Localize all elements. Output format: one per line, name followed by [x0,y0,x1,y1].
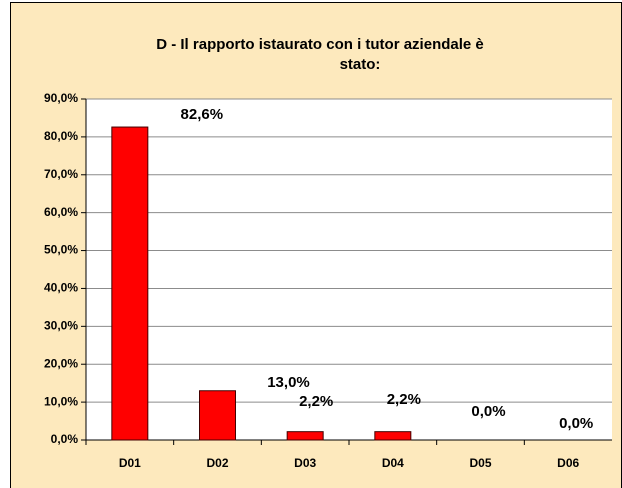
bar [286,431,324,441]
y-tick-label: 10,0% [44,394,78,408]
data-label: 0,0% [471,403,505,420]
x-tick-label: D05 [469,456,491,470]
chart-title: D - Il rapporto istaurato con i tutor az… [156,36,484,73]
x-tick-label: D04 [382,456,404,470]
bar [374,431,412,441]
y-tick-label: 60,0% [44,205,78,219]
x-tick-label: D01 [119,456,141,470]
y-tick-label: 30,0% [44,319,78,333]
bar [111,126,149,441]
y-tick-label: 40,0% [44,281,78,295]
y-tick-label: 80,0% [44,129,78,143]
bar [199,390,236,441]
x-tick-label: D06 [557,456,579,470]
data-label: 82,6% [181,106,224,123]
y-tick-label: 0,0% [51,432,79,446]
y-tick-label: 20,0% [44,356,78,370]
y-tick-label: 90,0% [44,91,78,105]
x-tick-label: D03 [294,456,316,470]
data-label: 13,0% [267,374,310,391]
x-tick-label: D02 [206,456,228,470]
y-tick-label: 70,0% [44,167,78,181]
data-label: 0,0% [559,415,593,432]
plot-area [86,99,612,440]
y-tick-label: 50,0% [44,243,78,257]
data-label: 2,2% [299,393,333,410]
data-label: 2,2% [387,391,421,408]
